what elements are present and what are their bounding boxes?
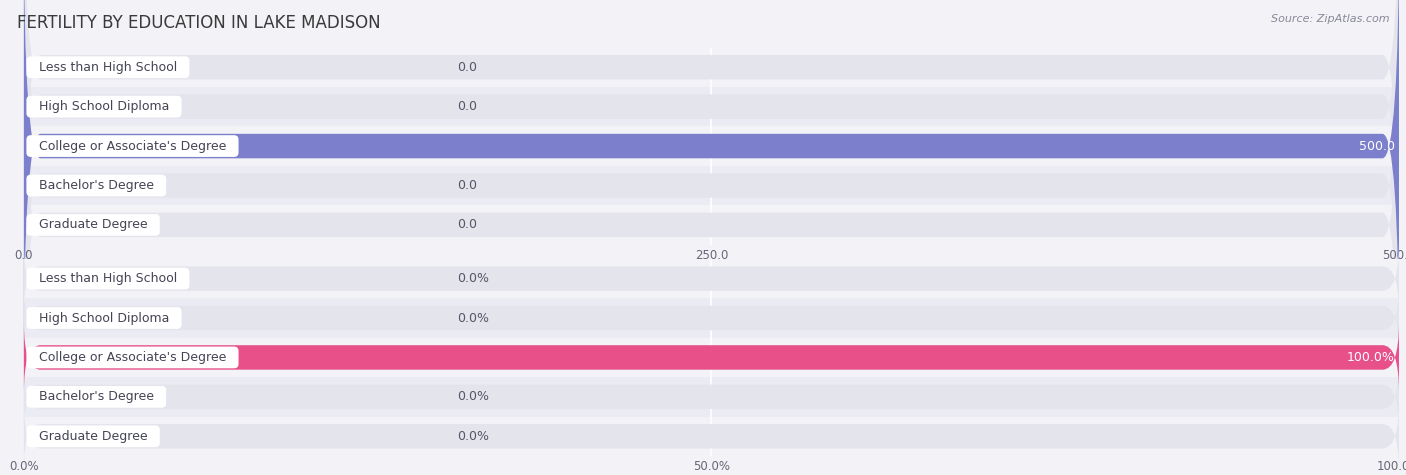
Bar	[24, 87, 1399, 126]
Text: Graduate Degree: Graduate Degree	[31, 430, 156, 443]
FancyBboxPatch shape	[24, 0, 1399, 410]
Bar	[24, 417, 1399, 456]
Text: 0.0: 0.0	[457, 100, 477, 113]
Text: College or Associate's Degree: College or Associate's Degree	[31, 351, 235, 364]
Text: 0.0%: 0.0%	[457, 272, 489, 285]
FancyBboxPatch shape	[24, 0, 1399, 370]
Bar	[24, 377, 1399, 417]
Text: 0.0%: 0.0%	[457, 430, 489, 443]
Bar	[24, 48, 1399, 87]
Bar	[24, 298, 1399, 338]
Text: 0.0%: 0.0%	[457, 390, 489, 403]
FancyBboxPatch shape	[24, 0, 1399, 331]
Text: Bachelor's Degree: Bachelor's Degree	[31, 179, 162, 192]
Bar	[24, 205, 1399, 245]
FancyBboxPatch shape	[24, 0, 1399, 449]
Text: 0.0: 0.0	[457, 218, 477, 231]
Text: Bachelor's Degree: Bachelor's Degree	[31, 390, 162, 403]
FancyBboxPatch shape	[24, 323, 1399, 392]
FancyBboxPatch shape	[24, 401, 1399, 471]
Bar	[24, 259, 1399, 298]
FancyBboxPatch shape	[24, 0, 1399, 370]
Text: 0.0%: 0.0%	[457, 312, 489, 324]
FancyBboxPatch shape	[24, 283, 1399, 353]
Text: Graduate Degree: Graduate Degree	[31, 218, 156, 231]
FancyBboxPatch shape	[24, 323, 1399, 392]
FancyBboxPatch shape	[24, 362, 1399, 432]
Text: Source: ZipAtlas.com: Source: ZipAtlas.com	[1271, 14, 1389, 24]
FancyBboxPatch shape	[24, 0, 1399, 292]
Text: 0.0: 0.0	[457, 179, 477, 192]
Bar	[24, 338, 1399, 377]
Text: High School Diploma: High School Diploma	[31, 100, 177, 113]
Text: Less than High School: Less than High School	[31, 272, 186, 285]
Text: 500.0: 500.0	[1358, 140, 1395, 152]
Text: Less than High School: Less than High School	[31, 61, 186, 74]
Bar	[24, 126, 1399, 166]
Bar	[24, 166, 1399, 205]
Text: 0.0: 0.0	[457, 61, 477, 74]
Text: FERTILITY BY EDUCATION IN LAKE MADISON: FERTILITY BY EDUCATION IN LAKE MADISON	[17, 14, 381, 32]
Text: College or Associate's Degree: College or Associate's Degree	[31, 140, 235, 152]
Text: 100.0%: 100.0%	[1347, 351, 1395, 364]
Text: High School Diploma: High School Diploma	[31, 312, 177, 324]
FancyBboxPatch shape	[24, 244, 1399, 314]
